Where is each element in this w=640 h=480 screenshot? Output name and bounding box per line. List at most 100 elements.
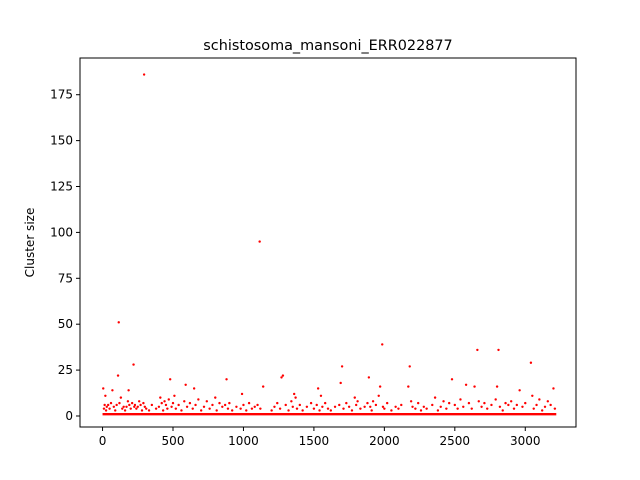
data-point: [456, 407, 459, 410]
data-point: [112, 405, 116, 409]
data-point: [381, 343, 384, 346]
data-point: [170, 405, 173, 409]
data-point: [363, 405, 366, 409]
data-point: [333, 405, 337, 409]
data-point: [239, 407, 242, 410]
data-point: [143, 405, 147, 409]
data-point: [381, 405, 385, 409]
data-point: [490, 403, 493, 407]
data-point: [150, 403, 154, 407]
data-point: [242, 403, 245, 407]
data-point: [166, 407, 169, 410]
data-point: [459, 398, 462, 401]
data-point: [142, 73, 146, 76]
data-point: [497, 348, 500, 352]
data-point: [223, 403, 227, 407]
data-point: [121, 407, 124, 410]
data-point: [439, 405, 442, 409]
data-point: [221, 405, 224, 409]
y-tick-label: 75: [58, 271, 73, 285]
data-point: [185, 405, 189, 409]
data-point: [411, 405, 414, 409]
data-point: [447, 401, 451, 405]
data-point: [218, 401, 221, 405]
data-point: [157, 405, 161, 409]
data-point: [192, 387, 196, 390]
data-point: [123, 409, 127, 412]
data-point: [161, 409, 165, 412]
data-point: [486, 407, 489, 410]
data-point: [205, 400, 209, 403]
data-point: [407, 385, 410, 388]
data-point: [164, 403, 168, 407]
data-point: [295, 407, 299, 410]
data-point: [356, 400, 359, 403]
data-point: [385, 401, 389, 405]
x-tick-label: 2500: [440, 434, 471, 448]
data-point: [419, 409, 423, 412]
plot-frame: [79, 57, 577, 428]
data-point: [133, 403, 137, 407]
data-point: [137, 400, 141, 403]
data-point: [183, 400, 186, 403]
data-point: [142, 401, 145, 405]
data-point: [462, 405, 465, 409]
data-point: [319, 394, 323, 397]
data-point: [130, 401, 134, 405]
data-point: [284, 403, 287, 407]
data-point: [470, 407, 473, 410]
y-tick-label: 175: [50, 88, 73, 102]
data-point: [394, 405, 397, 409]
data-point: [512, 407, 516, 410]
data-point: [431, 403, 434, 407]
data-point: [532, 407, 535, 410]
data-point: [184, 383, 187, 386]
data-point: [240, 392, 244, 396]
data-point: [501, 409, 504, 412]
data-point: [370, 409, 373, 412]
data-point: [345, 401, 348, 405]
data-point: [433, 396, 437, 399]
data-point: [127, 389, 130, 392]
data-point: [480, 405, 483, 409]
data-point: [147, 409, 151, 412]
data-point: [338, 403, 341, 407]
data-point: [453, 403, 457, 407]
x-tick-label: 500: [162, 434, 185, 448]
data-point: [215, 409, 218, 412]
y-tick-label: 100: [50, 225, 73, 239]
data-point: [114, 409, 117, 412]
data-point: [194, 403, 197, 407]
data-point: [321, 405, 324, 409]
data-point: [531, 394, 534, 397]
data-point: [133, 405, 136, 409]
data-point: [116, 374, 120, 377]
data-point: [436, 409, 440, 412]
data-point: [298, 403, 302, 407]
data-point: [369, 405, 372, 409]
data-point: [129, 407, 132, 410]
data-point: [383, 407, 386, 410]
data-point: [261, 385, 265, 388]
data-point: [397, 407, 400, 410]
data-point: [354, 403, 358, 407]
data-point: [214, 396, 217, 399]
data-point: [414, 407, 417, 410]
x-tick-label: 0: [99, 434, 107, 448]
data-point: [159, 396, 162, 399]
data-point: [309, 401, 313, 405]
data-point: [483, 401, 486, 405]
data-point: [477, 400, 480, 403]
data-point: [173, 394, 176, 397]
data-point: [291, 405, 294, 409]
data-point: [422, 405, 426, 409]
x-tick-label: 3000: [510, 434, 541, 448]
data-point: [521, 405, 524, 409]
data-point: [495, 385, 499, 388]
y-tick-label: 125: [50, 180, 73, 194]
data-point: [524, 401, 527, 405]
y-tick-label: 50: [58, 317, 73, 331]
data-point: [323, 401, 327, 405]
data-point: [270, 409, 273, 412]
data-point: [258, 240, 261, 243]
